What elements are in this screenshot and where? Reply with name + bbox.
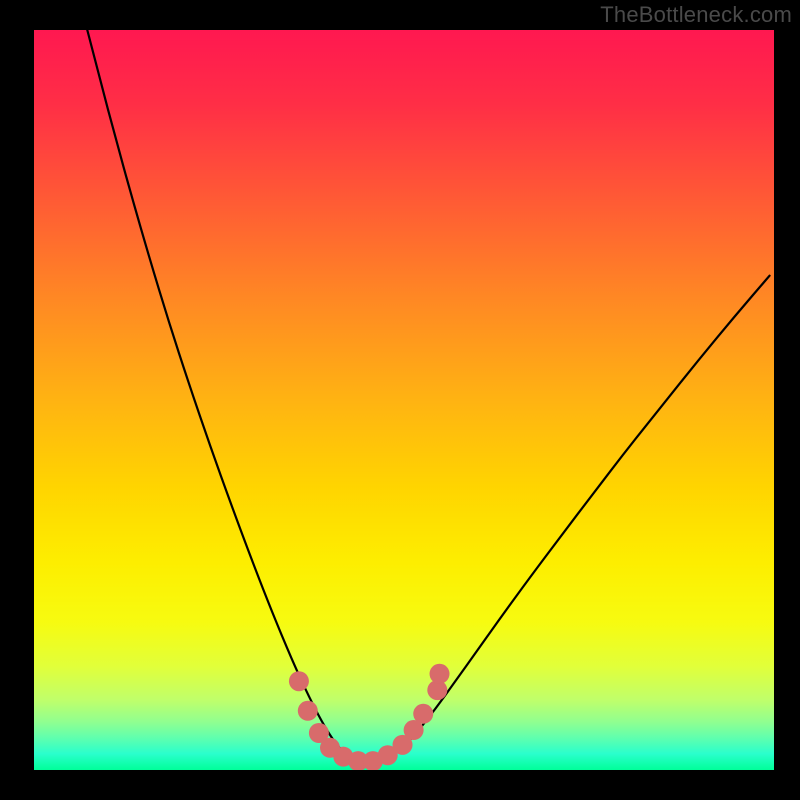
bottleneck-plot [34,30,774,770]
watermark-label: TheBottleneck.com [600,2,792,28]
chart-container: TheBottleneck.com [0,0,800,800]
highlight-dot [430,664,450,684]
gradient-background [34,30,774,770]
highlight-dot [413,704,433,724]
highlight-dot [298,701,318,721]
highlight-dot [289,671,309,691]
